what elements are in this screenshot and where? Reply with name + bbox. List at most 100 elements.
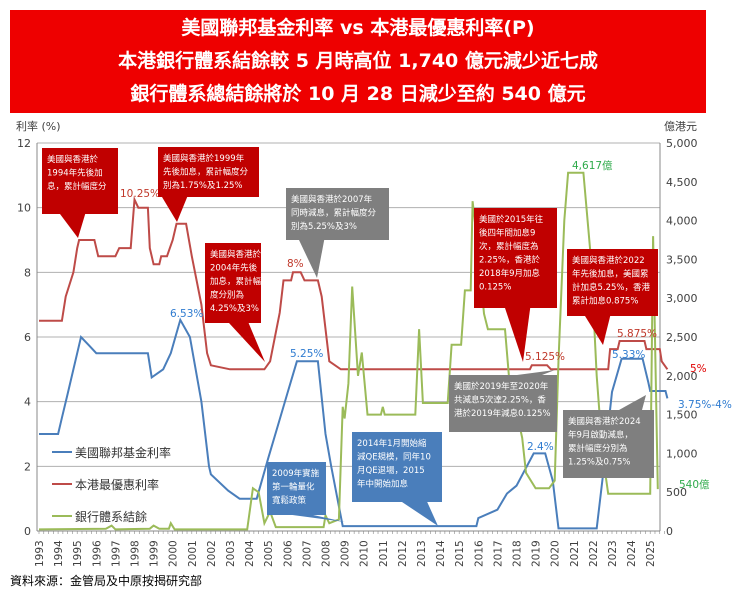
x-tick: 2016	[473, 540, 485, 567]
callout-text: 美國與香港於	[210, 249, 262, 260]
data-label: 3.75%-4%	[678, 399, 732, 411]
callout-text: 美國與香港於2022	[572, 255, 645, 266]
y-tick-left: 2	[24, 460, 31, 473]
callout-pointer	[585, 316, 611, 345]
data-label: 8%	[287, 258, 304, 270]
callout-text: 1.25%及0.75%	[568, 458, 631, 468]
callout-text: 2.25%，香港於	[479, 255, 541, 266]
x-tick: 1997	[110, 540, 122, 567]
x-tick: 2007	[301, 540, 313, 567]
data-label: 4,617億	[572, 159, 613, 172]
data-label: 5.25%	[290, 348, 323, 360]
callout-pointer	[517, 370, 555, 375]
callout-text: 第一輪量化	[272, 482, 315, 493]
legend-label: 美國聯邦基金利率	[75, 445, 171, 460]
callout-box	[474, 208, 557, 308]
x-tick: 2013	[416, 540, 428, 567]
data-label: 5.125%	[525, 351, 565, 363]
x-tick: 2008	[321, 540, 333, 567]
y-tick-right: 3,500	[666, 253, 698, 266]
callout-box	[42, 148, 118, 214]
callout-text: 同時減息，累計幅度分	[291, 208, 377, 219]
x-tick: 1993	[34, 540, 46, 567]
y-tick-left: 4	[24, 396, 31, 409]
callout-pointer	[229, 323, 265, 362]
x-tick: 2012	[397, 540, 409, 567]
callout-text: 港於2019年減息0.125%	[454, 408, 551, 419]
y-tick-right: 1,000	[666, 447, 698, 460]
series-line-1	[39, 317, 669, 530]
x-tick: 2019	[531, 540, 543, 567]
callout-text: 年9月啟動減息，	[568, 430, 633, 441]
callout-text: 美國於2019年至2020年	[454, 381, 549, 392]
callout-text: 加息，累計幅	[210, 276, 262, 287]
data-label: 5.875%	[617, 328, 657, 340]
callout-box	[352, 432, 442, 502]
x-tick: 2005	[263, 540, 275, 567]
callout-text: 度分別為	[210, 290, 244, 301]
x-tick: 2021	[569, 540, 581, 567]
y-tick-left: 12	[17, 137, 31, 150]
x-tick: 2023	[607, 540, 619, 567]
callout-text: 息，累計幅度分	[47, 181, 107, 192]
callout-pointer	[299, 240, 325, 278]
y-tick-right: 4,500	[666, 176, 698, 189]
y-tick-left: 8	[24, 266, 31, 279]
x-tick: 2004	[244, 540, 256, 567]
title-line-3: 銀行體系總結餘將於 10 月 28 日減少至約 540 億元	[130, 83, 586, 105]
x-tick: 1994	[53, 540, 65, 567]
y-tick-right: 0	[666, 525, 673, 538]
callout-text: 別為5.25%及3%	[291, 221, 357, 232]
callout-text: 別為1.75%及1.25%	[163, 180, 243, 191]
x-tick: 1996	[91, 540, 103, 567]
callout-pointer	[292, 515, 345, 522]
callout-text: 美國於2015年往	[479, 214, 544, 225]
x-tick: 2020	[550, 540, 562, 567]
data-label: 6.53%	[170, 308, 203, 320]
callout-text: 先後加息，累計幅度分	[163, 167, 249, 178]
callout-pointer	[60, 214, 86, 238]
callout-pointer	[402, 502, 438, 526]
x-tick: 2001	[187, 540, 199, 567]
callout-pointer	[505, 308, 531, 362]
callout-text: 年中開始加息	[357, 479, 409, 490]
callout-text: 累計幅度分別為	[568, 443, 628, 454]
series-line-3	[38, 171, 659, 531]
callout-box	[267, 462, 326, 515]
callout-box	[563, 410, 654, 478]
x-tick: 2015	[454, 540, 466, 567]
callout-text: 美國與香港於2024	[568, 416, 641, 427]
callout-text: 寬鬆政策	[272, 495, 307, 506]
y-axis-left-label: 利率 (%)	[16, 119, 61, 133]
y-tick-left: 10	[17, 202, 31, 215]
callout-text: 2004年先後	[210, 263, 258, 274]
y-tick-left: 6	[24, 331, 31, 344]
data-label: 2.4%	[527, 441, 554, 453]
x-tick: 2003	[225, 540, 237, 567]
data-label: 540億	[679, 478, 710, 491]
x-tick: 2009	[340, 540, 352, 567]
callout-text: 美國與香港於2007年	[291, 194, 373, 205]
callout-text: 4.25%及3%	[210, 304, 259, 314]
callout-box	[158, 147, 259, 197]
callout-text: 2018年9月加息	[479, 268, 541, 279]
x-tick: 1998	[130, 540, 142, 567]
source-note: 資料來源：金管局及中原按揭研究部	[10, 574, 203, 588]
title-line-2: 本港銀行體系結餘較 5 月時高位 1,740 億元減少近七成	[118, 50, 598, 72]
callout-text: 後四年間加息9	[479, 228, 535, 239]
y-tick-right: 5,000	[666, 137, 698, 150]
callout-text: 0.125%	[479, 283, 511, 293]
callout-text: 年先後加息，美國累	[572, 269, 649, 280]
series-line-2	[39, 195, 669, 371]
callout-text: 計加息5.25%，香港	[572, 282, 651, 293]
x-tick: 2006	[282, 540, 294, 567]
title-line-1: 美國聯邦基金利率 vs 本港最優惠利率(P)	[181, 17, 535, 39]
x-tick: 2022	[588, 540, 600, 567]
callout-text: 美國與香港於1999年	[163, 153, 245, 164]
x-tick: 2011	[378, 540, 390, 567]
callout-text: 累計加息0.875%	[572, 296, 638, 307]
x-tick: 2017	[492, 540, 504, 567]
data-label: 5%	[690, 363, 707, 375]
x-tick: 1995	[72, 540, 84, 567]
title-banner: 美國聯邦基金利率 vs 本港最優惠利率(P) 本港銀行體系結餘較 5 月時高位 …	[10, 10, 706, 113]
